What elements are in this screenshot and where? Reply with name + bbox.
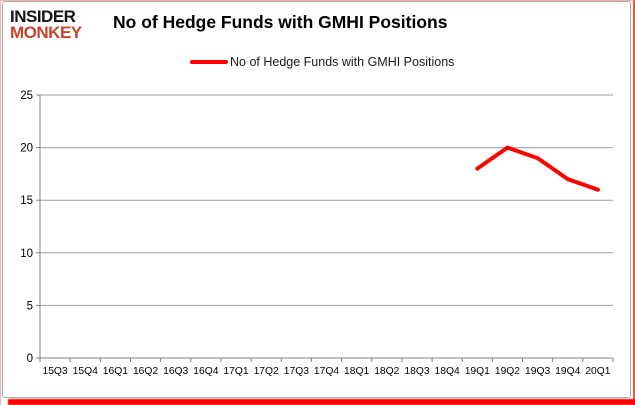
y-tick-label: 5 xyxy=(27,300,33,312)
x-tick-label: 18Q2 xyxy=(374,366,399,377)
red-bottom-bar xyxy=(8,399,635,405)
x-tick-label: 16Q3 xyxy=(163,366,188,377)
page-title: No of Hedge Funds with GMHI Positions xyxy=(113,12,448,32)
x-tick-label: 17Q2 xyxy=(254,366,279,377)
x-tick-label: 16Q1 xyxy=(103,366,128,377)
x-tick-label: 17Q3 xyxy=(284,366,309,377)
x-tick-label: 15Q4 xyxy=(73,366,98,377)
logo-line1: INSIDER xyxy=(10,7,76,26)
y-tick-label: 10 xyxy=(20,248,33,260)
x-tick-label: 19Q1 xyxy=(465,366,490,377)
legend-line-swatch xyxy=(190,60,228,64)
x-tick-label: 18Q3 xyxy=(404,366,429,377)
x-tick-label: 16Q2 xyxy=(133,366,158,377)
x-tick-label: 18Q1 xyxy=(344,366,369,377)
x-tick-label: 19Q4 xyxy=(555,366,580,377)
legend-label: No of Hedge Funds with GMHI Positions xyxy=(230,55,455,69)
series-line xyxy=(475,145,600,192)
legend: No of Hedge Funds with GMHI Positions xyxy=(190,54,454,70)
insider-monkey-logo: INSIDER MONKEY xyxy=(10,7,82,42)
x-tick-label: 16Q4 xyxy=(193,366,218,377)
y-tick-label: 15 xyxy=(20,195,33,207)
x-tick-label: 17Q1 xyxy=(223,366,248,377)
x-tick-label: 15Q3 xyxy=(42,366,67,377)
y-tick-label: 25 xyxy=(20,90,33,102)
x-tick-label: 19Q3 xyxy=(525,366,550,377)
x-tick-label: 20Q1 xyxy=(585,366,610,377)
x-tick-label: 19Q2 xyxy=(495,366,520,377)
chart-card xyxy=(2,1,631,398)
x-tick-label: 17Q4 xyxy=(314,366,339,377)
logo-line2: MONKEY xyxy=(10,22,82,42)
y-tick-label: 0 xyxy=(27,353,33,365)
y-tick-label: 20 xyxy=(20,143,33,155)
x-tick-label: 18Q4 xyxy=(435,366,460,377)
